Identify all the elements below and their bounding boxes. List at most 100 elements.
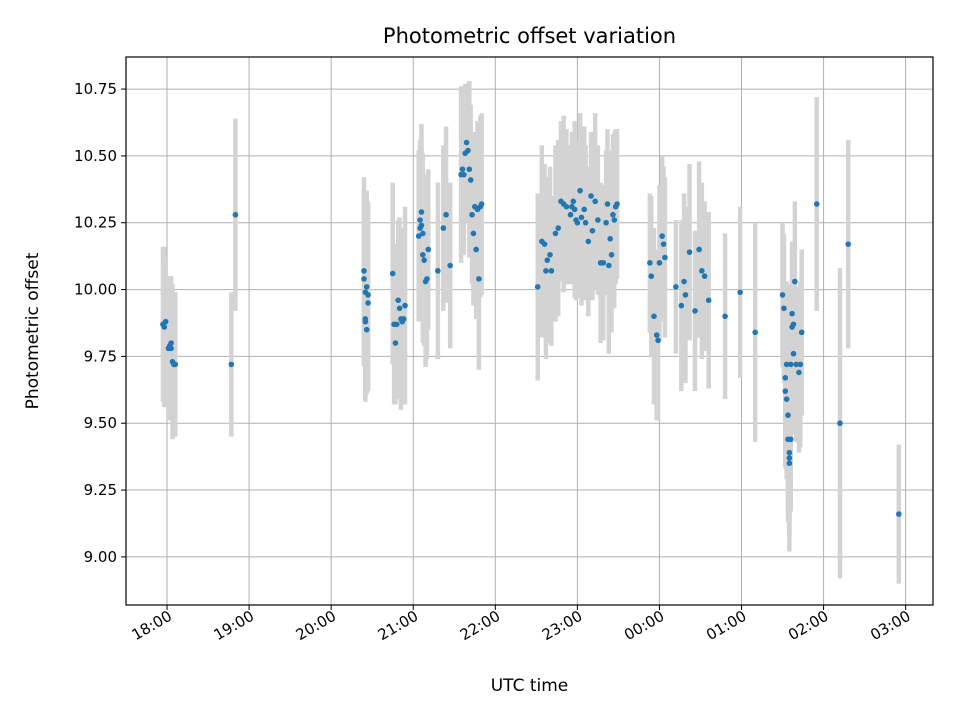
- data-point: [606, 262, 612, 269]
- data-point: [465, 147, 471, 154]
- data-point: [394, 321, 400, 328]
- data-point: [555, 225, 562, 231]
- data-point: [570, 198, 577, 205]
- data-point: [361, 276, 367, 282]
- data-point: [786, 449, 793, 456]
- data-point: [577, 187, 583, 194]
- data-point: [478, 201, 485, 207]
- data-point: [578, 214, 585, 221]
- data-point: [418, 209, 425, 215]
- data-point: [737, 289, 743, 296]
- data-point: [681, 278, 687, 285]
- data-point: [443, 211, 449, 218]
- data-point: [563, 203, 570, 210]
- data-point: [682, 292, 689, 298]
- data-point: [797, 361, 804, 368]
- data-point: [845, 241, 851, 247]
- data-point: [362, 318, 369, 325]
- data-point: [420, 230, 426, 237]
- data-point: [705, 297, 712, 304]
- data-point: [653, 332, 660, 338]
- data-point: [651, 313, 657, 320]
- data-point: [473, 246, 479, 253]
- data-point: [790, 321, 797, 328]
- data-point: [424, 276, 430, 282]
- data-point: [417, 217, 423, 223]
- data-point: [604, 201, 611, 207]
- data-point: [607, 235, 613, 242]
- data-point: [400, 316, 407, 322]
- data-point: [600, 260, 607, 266]
- data-point: [172, 361, 179, 368]
- data-point: [548, 268, 555, 274]
- data-point: [678, 302, 685, 309]
- data-point: [783, 361, 790, 368]
- data-point: [544, 257, 551, 263]
- data-point: [796, 369, 802, 376]
- data-point: [467, 177, 474, 183]
- data-point: [168, 345, 174, 352]
- data-point: [614, 201, 620, 207]
- y-axis-label: Photometric offset: [23, 252, 43, 409]
- data-point: [168, 340, 174, 346]
- data-point: [789, 310, 795, 317]
- data-point: [534, 284, 541, 290]
- data-point: [722, 313, 728, 320]
- y-tick-label: 10.25: [74, 214, 117, 232]
- y-tick-label: 10.00: [74, 281, 117, 299]
- data-point: [648, 273, 655, 280]
- data-point: [463, 139, 470, 146]
- data-point: [582, 219, 589, 226]
- data-point: [647, 260, 653, 266]
- data-point: [837, 420, 843, 427]
- y-tick-label: 9.00: [84, 548, 117, 566]
- data-point: [435, 268, 441, 274]
- data-point: [792, 278, 798, 285]
- data-point: [692, 308, 698, 314]
- x-tick-label: 00:00: [621, 607, 667, 644]
- data-point: [662, 254, 668, 261]
- data-point: [459, 166, 466, 173]
- data-point: [752, 329, 758, 336]
- data-point: [365, 292, 371, 298]
- data-point: [656, 260, 663, 266]
- x-tick-label: 03:00: [867, 607, 913, 644]
- data-point: [686, 249, 693, 255]
- data-point: [783, 396, 790, 402]
- data-point: [567, 211, 574, 218]
- data-point: [786, 460, 793, 467]
- data-point: [361, 268, 367, 274]
- data-point: [585, 238, 592, 245]
- data-point: [415, 233, 422, 239]
- data-point: [611, 217, 618, 223]
- data-point: [696, 246, 702, 253]
- x-tick-label: 22:00: [457, 607, 503, 644]
- x-tick-label: 19:00: [211, 607, 257, 644]
- data-point: [610, 211, 616, 218]
- y-tick-label: 10.50: [74, 147, 117, 165]
- data-point: [786, 455, 793, 461]
- data-point: [659, 233, 665, 239]
- data-point: [228, 361, 235, 368]
- data-point: [787, 361, 794, 368]
- data-points: [160, 139, 902, 517]
- data-point: [673, 284, 679, 290]
- data-point: [469, 211, 475, 218]
- data-point: [595, 217, 601, 223]
- data-point: [581, 206, 588, 213]
- data-point: [402, 302, 408, 309]
- data-point: [418, 222, 425, 229]
- data-point: [785, 412, 791, 419]
- data-point: [440, 225, 447, 231]
- chart-title: Photometric offset variation: [383, 24, 676, 48]
- data-point: [421, 257, 427, 263]
- x-tick-label: 20:00: [293, 607, 339, 644]
- data-point: [470, 230, 477, 237]
- data-point: [389, 270, 396, 277]
- plot-frame: [125, 56, 934, 606]
- x-tick-label: 18:00: [129, 607, 175, 644]
- data-point: [363, 326, 370, 333]
- data-point: [447, 262, 453, 269]
- data-point: [660, 241, 667, 247]
- data-point: [592, 198, 598, 205]
